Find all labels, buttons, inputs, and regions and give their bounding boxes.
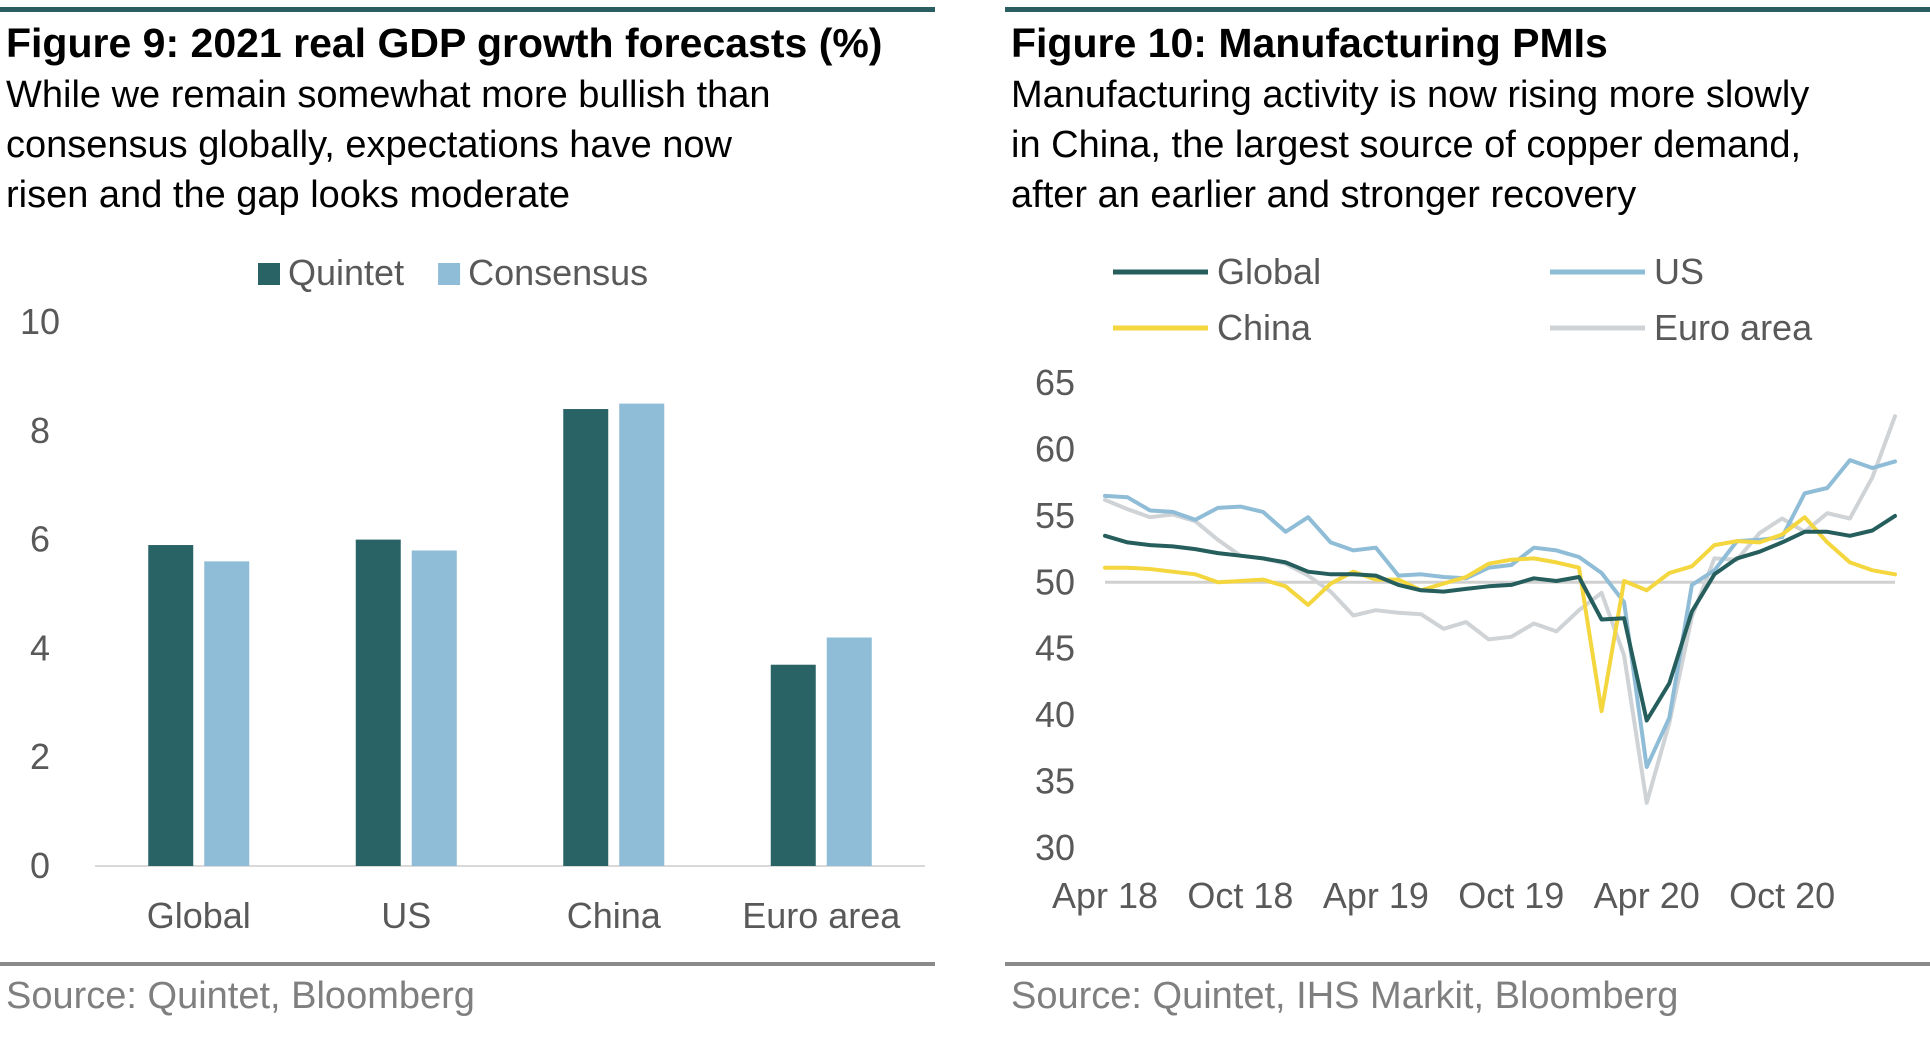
figure-9-source: Source: Quintet, Bloomberg xyxy=(6,975,475,1017)
figure-9-subtitle: While we remain somewhat more bullish th… xyxy=(6,70,921,220)
y-tick-label: 35 xyxy=(1035,761,1075,802)
x-tick-label: US xyxy=(381,895,431,936)
y-tick-label: 4 xyxy=(30,627,50,668)
figure-10-source: Source: Quintet, IHS Markit, Bloomberg xyxy=(1011,975,1679,1017)
x-tick-label: Euro area xyxy=(742,895,901,936)
bar-quintet xyxy=(148,545,194,866)
figure-10-panel: Figure 10: Manufacturing PMIs Manufactur… xyxy=(1005,0,1930,1046)
gdp-bar-chart: 10 8 6 4 2 0 Global US China Euro area Quintet Cons… xyxy=(20,252,925,936)
y-tick-label: 8 xyxy=(30,410,50,451)
y-tick-label: 60 xyxy=(1035,428,1075,469)
figure-10-title: Figure 10: Manufacturing PMIs xyxy=(1011,20,1608,66)
bar-consensus xyxy=(204,561,250,866)
x-tick-label: Oct 19 xyxy=(1458,875,1564,916)
bar-consensus xyxy=(411,550,457,866)
y-tick-label: 65 xyxy=(1035,362,1075,403)
bar-quintet xyxy=(355,539,401,866)
x-tick-label: Apr 19 xyxy=(1323,875,1429,916)
legend-label: US xyxy=(1654,251,1704,292)
series-line-china xyxy=(1103,515,1897,714)
legend-swatch xyxy=(438,263,461,285)
x-tick-label: Apr 18 xyxy=(1052,875,1158,916)
bar-quintet xyxy=(770,664,816,866)
figure-9-title: Figure 9: 2021 real GDP growth forecasts… xyxy=(6,20,883,66)
series-line-global xyxy=(1103,513,1897,723)
x-tick-label: Oct 18 xyxy=(1187,875,1293,916)
x-tick-label: Oct 20 xyxy=(1729,875,1835,916)
y-tick-label: 30 xyxy=(1035,827,1075,868)
legend-label: Consensus xyxy=(468,252,648,293)
legend-label: Quintet xyxy=(288,252,404,293)
series-line-euro-area xyxy=(1103,414,1897,805)
y-tick-label: 10 xyxy=(20,301,60,342)
figure-10-subtitle: Manufacturing activity is now rising mor… xyxy=(1011,70,1926,220)
bottom-rule xyxy=(0,962,935,966)
bar-consensus xyxy=(826,637,872,866)
bottom-rule xyxy=(1005,962,1930,966)
legend-label: Euro area xyxy=(1654,307,1813,348)
x-tick-label: Apr 20 xyxy=(1594,875,1700,916)
subtitle-line: consensus globally, expectations have no… xyxy=(6,124,732,166)
x-tick-label: Global xyxy=(147,895,251,936)
subtitle-line: While we remain somewhat more bullish th… xyxy=(6,74,771,116)
top-rule xyxy=(0,7,935,12)
x-tick-label: China xyxy=(567,895,662,936)
y-tick-label: 50 xyxy=(1035,561,1075,602)
y-tick-label: 2 xyxy=(30,736,50,777)
bar-consensus xyxy=(619,403,665,866)
top-rule xyxy=(1005,7,1930,12)
y-tick-label: 45 xyxy=(1035,628,1075,669)
subtitle-line: risen and the gap looks moderate xyxy=(6,174,571,216)
subtitle-line: in China, the largest source of copper d… xyxy=(1011,124,1802,166)
figure-9-panel: Figure 9: 2021 real GDP growth forecasts… xyxy=(0,0,935,1046)
pmi-line-chart: 65 60 55 50 45 40 35 30 Apr 18 Oct 18 Apr 19 Oct 19… xyxy=(1035,251,1897,916)
series-line-us xyxy=(1103,458,1897,769)
y-tick-label: 0 xyxy=(30,845,50,886)
legend-label: China xyxy=(1217,307,1312,348)
legend-label: Global xyxy=(1217,251,1321,292)
legend-swatch xyxy=(258,263,280,285)
subtitle-line: Manufacturing activity is now rising mor… xyxy=(1011,74,1810,116)
y-tick-label: 55 xyxy=(1035,495,1075,536)
bar-quintet xyxy=(563,409,609,866)
subtitle-line: after an earlier and stronger recovery xyxy=(1011,174,1637,216)
y-tick-label: 40 xyxy=(1035,694,1075,735)
y-tick-label: 6 xyxy=(30,519,50,560)
